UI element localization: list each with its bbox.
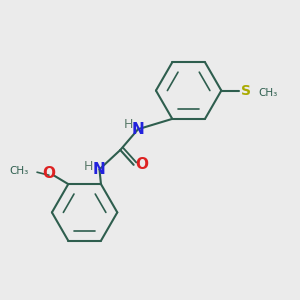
Text: H: H	[83, 160, 93, 173]
Text: O: O	[42, 166, 56, 181]
Text: O: O	[136, 158, 148, 172]
Text: S: S	[241, 84, 251, 98]
Text: H: H	[124, 118, 133, 131]
Text: N: N	[93, 162, 106, 177]
Text: N: N	[132, 122, 145, 137]
Text: CH₃: CH₃	[259, 88, 278, 98]
Text: CH₃: CH₃	[9, 166, 28, 176]
